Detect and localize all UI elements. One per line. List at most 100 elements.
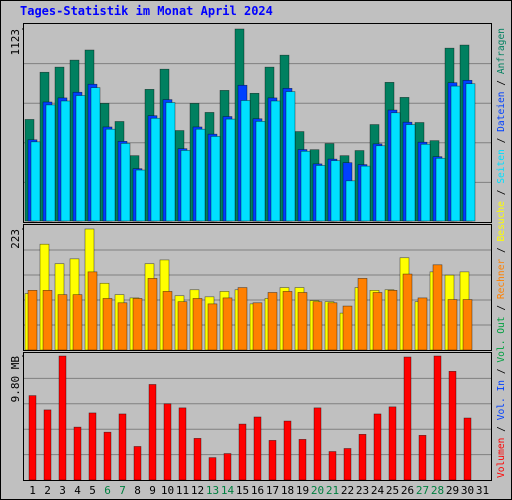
bar [28, 395, 37, 481]
x-tick-label: 15 [236, 484, 249, 497]
bar [150, 117, 161, 222]
bar [163, 403, 172, 481]
bar [58, 355, 67, 481]
x-tick-label: 21 [326, 484, 339, 497]
bar [433, 355, 442, 481]
legend-entry: Seiten [496, 149, 507, 184]
x-tick-label: 28 [431, 484, 444, 497]
bar [222, 297, 233, 351]
x-tick-label: 14 [221, 484, 235, 497]
bar [148, 384, 157, 481]
x-tick-label: 26 [401, 484, 414, 497]
bar [253, 416, 262, 481]
bar [345, 180, 356, 222]
bar [90, 87, 101, 222]
legend-separator: / [496, 241, 507, 258]
x-tick-label: 17 [266, 484, 279, 497]
bar [387, 290, 398, 351]
y-tick-label: 223 [9, 229, 22, 249]
x-tick-label: 31 [476, 484, 489, 497]
bar [88, 412, 97, 481]
legend-separator: / [496, 420, 507, 437]
x-tick-label: 9 [149, 484, 156, 497]
x-tick-label: 18 [281, 484, 294, 497]
x-tick-label: 2 [44, 484, 51, 497]
bar [268, 440, 277, 481]
bar [373, 413, 382, 481]
bar [162, 291, 173, 351]
bar [177, 301, 188, 351]
bar [448, 371, 457, 481]
bar [372, 292, 383, 351]
bar [432, 264, 443, 351]
bar [297, 292, 308, 351]
bar [73, 426, 82, 481]
legend-entry: Rechner [496, 259, 507, 299]
bar [57, 294, 68, 351]
bar [105, 128, 116, 222]
bar [267, 292, 278, 351]
bar [178, 407, 187, 481]
legend-separator: / [496, 299, 507, 316]
bar [72, 294, 83, 351]
legend-entry: Dateien [496, 91, 507, 131]
bar [300, 150, 311, 222]
bar [420, 143, 431, 222]
bar [298, 439, 307, 481]
x-tick-label: 11 [176, 484, 189, 497]
x-tick-label: 6 [104, 484, 111, 497]
legend-separator: / [496, 184, 507, 201]
bar [132, 298, 143, 351]
bar [390, 112, 401, 222]
bar [328, 451, 337, 481]
bar [358, 434, 367, 481]
bar [343, 448, 352, 481]
x-tick-label: 10 [161, 484, 174, 497]
x-tick-label: 7 [119, 484, 126, 497]
legend-separator: / [496, 74, 507, 91]
legend-entry: Vol. Out [496, 316, 507, 362]
legend-entry: Anfragen [496, 28, 507, 74]
bar [147, 278, 158, 351]
bar [75, 95, 86, 222]
bar [417, 297, 428, 351]
bar [252, 302, 263, 351]
bar [405, 124, 416, 222]
legend: Volumen / Vol. In / Vol. Out / Rechner /… [496, 28, 507, 478]
legend-entry: Besuche [496, 201, 507, 241]
x-tick-label: 20 [311, 484, 324, 497]
bar [240, 100, 251, 222]
bar [447, 299, 458, 351]
x-tick-label: 13 [206, 484, 219, 497]
bar [180, 150, 191, 222]
bar [225, 118, 236, 222]
bar [30, 141, 41, 222]
bar [118, 413, 127, 481]
x-tick-label: 5 [89, 484, 96, 497]
bar [463, 417, 472, 481]
bar [435, 157, 446, 222]
x-tick-label: 25 [386, 484, 399, 497]
bar [270, 100, 281, 222]
bar [87, 271, 98, 351]
y-tick-label: 9.80 MB [9, 356, 22, 403]
bar [255, 121, 266, 222]
chart-title: Tages-Statistik im Monat April 2024 [20, 4, 273, 18]
bar [60, 100, 71, 222]
x-tick-label: 29 [446, 484, 459, 497]
bar [403, 356, 412, 481]
bar [207, 303, 218, 351]
bar [43, 409, 52, 481]
bar [357, 278, 368, 351]
bar [283, 420, 292, 481]
y-tick-label: 1123 [9, 29, 22, 56]
legend-separator: / [496, 132, 507, 149]
bar [388, 406, 397, 481]
legend-separator: / [496, 363, 507, 380]
bar [312, 301, 323, 351]
bar [282, 291, 293, 351]
x-tick-label: 3 [59, 484, 66, 497]
bar [195, 128, 206, 222]
x-tick-label: 30 [461, 484, 474, 497]
